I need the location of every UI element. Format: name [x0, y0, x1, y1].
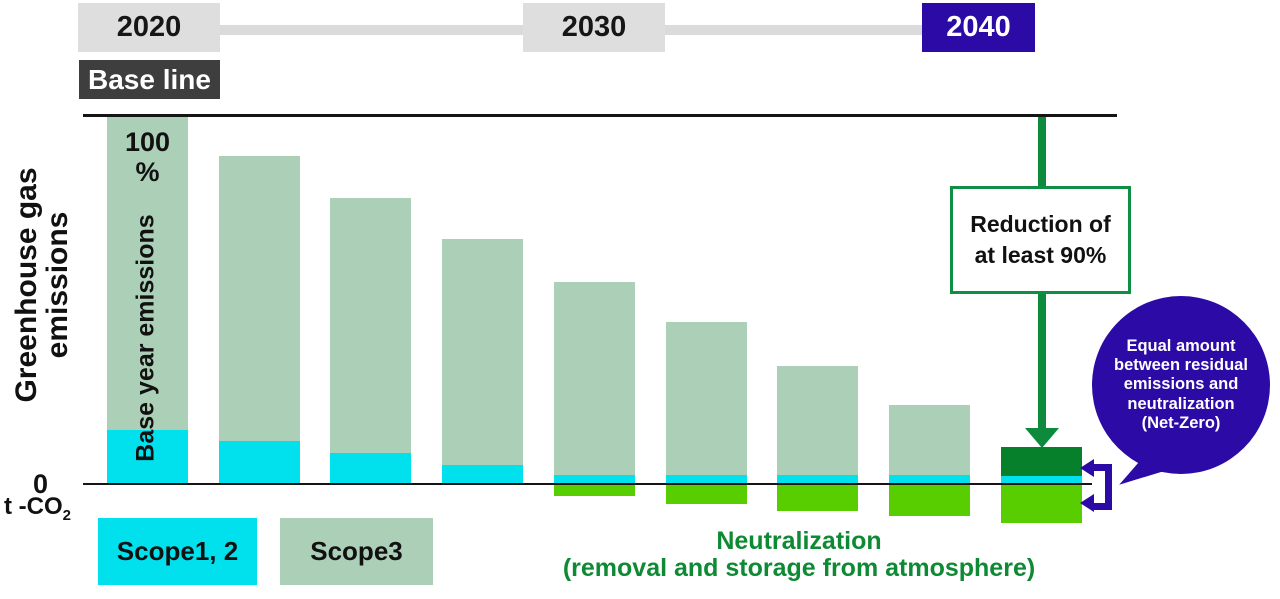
- unit-subscript: 2: [62, 506, 71, 524]
- bar-6-segment-scope3: [666, 322, 747, 476]
- netzero-bubble: Equal amount between residual emissions …: [1092, 296, 1270, 474]
- bar-8-segment-scope3: [889, 405, 970, 476]
- legend-neutralization-line1: Neutralization: [716, 527, 882, 555]
- bar-9-segment-scope12: [1001, 475, 1082, 484]
- bubble-line2: between residual: [1114, 356, 1248, 375]
- bubble-line3: emissions and: [1123, 375, 1239, 394]
- zero-axis-line: [83, 483, 1092, 485]
- legend-scope3: Scope3: [280, 518, 433, 585]
- bar-5-segment-scope3: [554, 282, 635, 476]
- bar-6-segment-scope12: [666, 475, 747, 484]
- equal-amount-bracket: [1094, 464, 1112, 510]
- bar-2-segment-scope12: [219, 440, 300, 484]
- bar-2-segment-scope3: [219, 155, 300, 441]
- reduction-text-line2: at least 90%: [974, 242, 1107, 268]
- bubble-line5: (Net-Zero): [1141, 413, 1221, 432]
- bar-1-segment-scope12: [107, 429, 188, 484]
- legend-neutralization-line2: (removal and storage from atmosphere): [562, 554, 1036, 583]
- bar-9-segment-residual: [1001, 446, 1082, 476]
- bar-8-segment-neutralization: [889, 485, 970, 516]
- legend-scope12-label: Scope1, 2: [116, 536, 239, 566]
- unit-text: t -CO: [4, 493, 63, 520]
- top-percent-value: 100: [124, 127, 171, 157]
- bracket-arrow-bottom-icon: [1080, 494, 1094, 512]
- bar-3-segment-scope12: [330, 453, 411, 484]
- bar-3-segment-scope3: [330, 197, 411, 454]
- legend-scope12: Scope1, 2: [98, 518, 257, 585]
- bracket-arrow-top-icon: [1080, 459, 1094, 477]
- bar-7-segment-neutralization: [777, 485, 858, 511]
- zero-tick-label: 0: [32, 469, 48, 499]
- bar-4-segment-scope12: [442, 464, 523, 484]
- top-percent-unit: %: [135, 157, 160, 188]
- bar-6-segment-neutralization: [666, 485, 747, 505]
- bar-7-segment-scope12: [777, 475, 858, 484]
- y-axis-unit-label: t -CO2: [4, 493, 71, 524]
- bubble-line4: neutralization: [1127, 394, 1235, 413]
- baseline-100pct-line: [83, 114, 1117, 117]
- timeline-year-2030: 2030: [523, 3, 665, 52]
- legend-neutralization: Neutralization (removal and storage from…: [499, 527, 1099, 583]
- bar-4-segment-scope3: [442, 238, 523, 465]
- baseline-tag-label: Base line: [88, 63, 211, 95]
- legend-scope3-label: Scope3: [310, 536, 403, 566]
- bar-5-segment-scope12: [554, 475, 635, 484]
- bar-9-segment-neutralization: [1001, 485, 1082, 524]
- reduction-callout-box: Reduction of at least 90%: [950, 186, 1131, 294]
- reduction-arrow-head-icon: [1025, 428, 1059, 448]
- bar-7-segment-scope3: [777, 365, 858, 476]
- timeline-year-label: 2040: [946, 11, 1011, 43]
- base-year-emissions-label: Base year emissions: [131, 214, 160, 462]
- timeline-year-2040: 2040: [922, 3, 1035, 52]
- bubble-line1: Equal amount: [1126, 336, 1236, 355]
- bar-5-segment-neutralization: [554, 485, 635, 496]
- timeline-year-label: 2030: [561, 11, 627, 43]
- timeline-year-label: 2020: [116, 11, 182, 43]
- bar-8-segment-scope12: [889, 475, 970, 484]
- baseline-tag: Base line: [79, 60, 220, 99]
- bar-1-segment-scope3: [107, 116, 188, 430]
- timeline-year-2020: 2020: [78, 3, 220, 52]
- top-percent-label: 100 %: [107, 127, 188, 187]
- reduction-text-line1: Reduction of: [970, 210, 1111, 237]
